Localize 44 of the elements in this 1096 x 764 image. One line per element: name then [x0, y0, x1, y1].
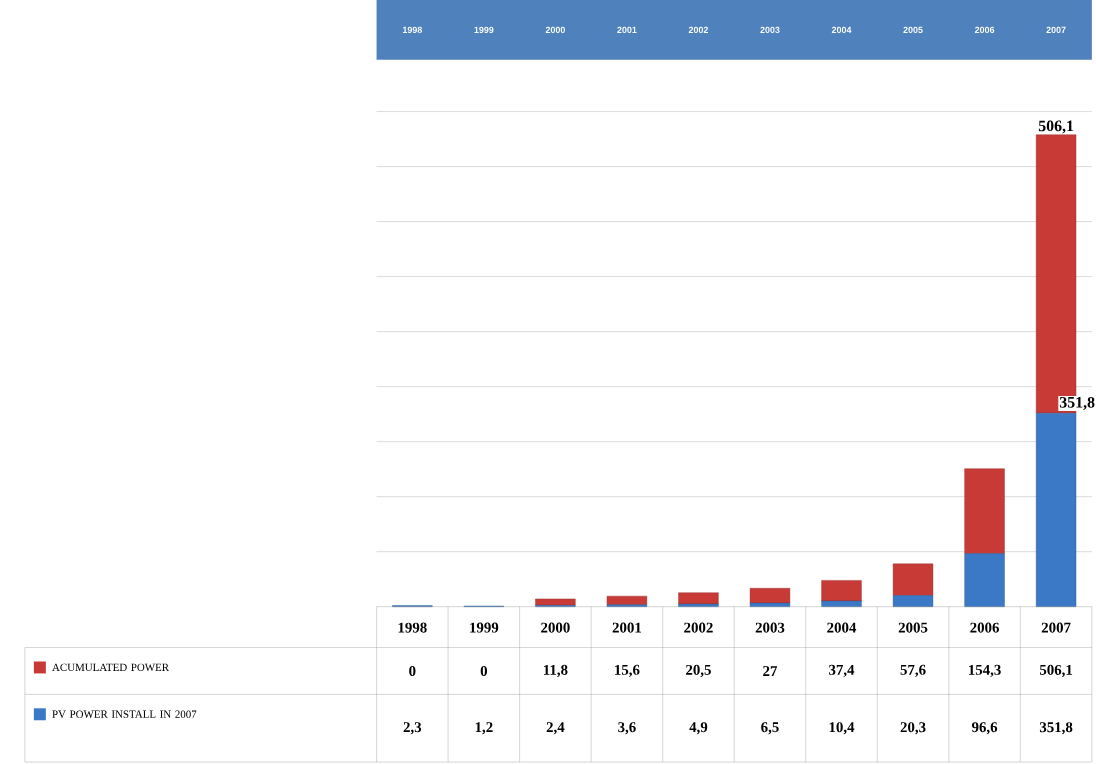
- x-tick-label: 2005: [903, 26, 923, 33]
- x-tick-label: 2002: [688, 26, 709, 33]
- x-tick-label: 2000: [545, 26, 565, 33]
- x-tick-label: 2006: [974, 26, 995, 33]
- category-label: 2006: [970, 622, 1000, 633]
- legend-label: ACUMULATED POWER: [52, 663, 170, 672]
- data-label: 11,8: [543, 664, 568, 677]
- x-tick-label: 2001: [617, 26, 637, 33]
- data-label: 20,3: [900, 722, 926, 735]
- data-label: 20,5: [686, 664, 711, 677]
- category-label: 1999: [470, 622, 499, 633]
- data-label: 15,6: [615, 664, 640, 677]
- data-label: 3,6: [618, 722, 636, 735]
- category-label: 1998: [398, 622, 427, 633]
- x-tick-label: 2003: [760, 26, 780, 33]
- category-label: 2004: [827, 622, 857, 633]
- category-label: 2000: [541, 622, 570, 633]
- data-label: 10,4: [829, 722, 855, 735]
- x-tick-label: 2004: [831, 26, 852, 33]
- data-label: 2,3: [403, 722, 422, 735]
- data-label: 0: [409, 665, 416, 676]
- data-label: 154,3: [969, 664, 1001, 677]
- x-tick-label: 1998: [402, 26, 422, 33]
- data-label: 96,6: [971, 722, 998, 735]
- data-label: 4,9: [689, 722, 708, 735]
- category-label: 2003: [755, 622, 785, 633]
- data-label: 2,4: [546, 722, 565, 735]
- category-label: 2005: [898, 622, 928, 633]
- data-label: 0: [480, 665, 488, 676]
- data-label: 57,6: [900, 664, 926, 677]
- x-tick-label: 2007: [1046, 26, 1066, 33]
- data-label: 6,5: [761, 722, 779, 735]
- x-tick-label: 1999: [474, 26, 494, 33]
- data-label: 351,8: [1039, 722, 1073, 735]
- annotation: 506,1: [1038, 120, 1074, 134]
- category-label: 2001: [612, 622, 642, 633]
- category-label: 2007: [1041, 622, 1071, 633]
- annotation: 351,8: [1059, 396, 1095, 410]
- legend-label: PV POWER INSTALL IN 2007: [52, 710, 197, 718]
- data-label: 1,2: [475, 722, 493, 735]
- data-label: 27: [763, 665, 778, 676]
- data-label: 37,4: [829, 664, 855, 677]
- category-label: 2002: [684, 622, 713, 633]
- data-label: 506,1: [1039, 664, 1073, 677]
